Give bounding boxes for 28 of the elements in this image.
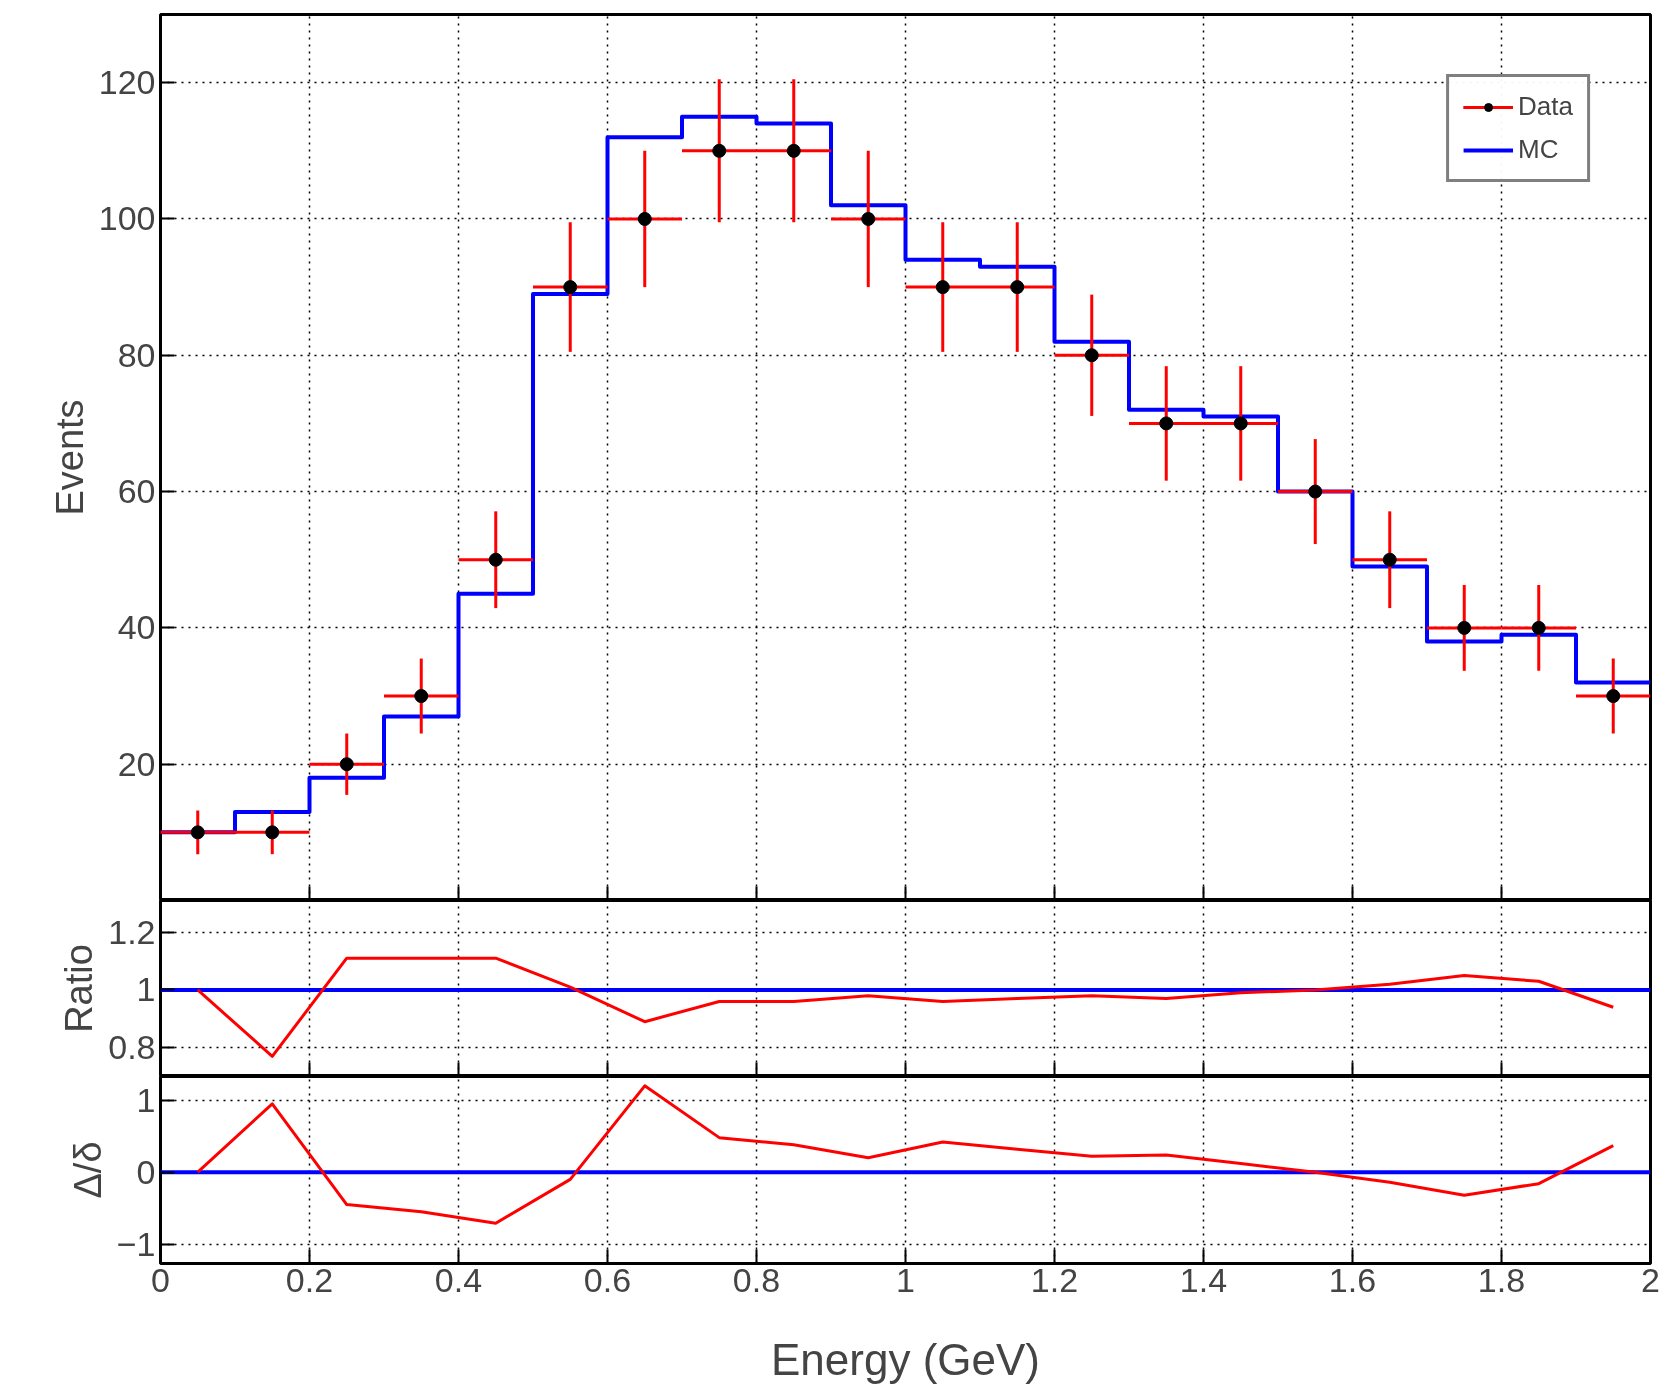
x-tick-label: 0.4 [434,1260,483,1299]
legend-label: MC [1518,134,1559,165]
y-tick-label: 0 [136,1152,156,1191]
y-tick-label: 60 [117,472,156,511]
x-tick-label: 1.6 [1328,1260,1377,1299]
y-tick-label: 40 [117,608,156,647]
y-tick-label: 0.8 [108,1028,156,1067]
x-tick-label: 0.6 [583,1260,632,1299]
y-tick-label: −1 [116,1224,156,1263]
y-axis-title: Ratio [58,944,101,1033]
x-axis-title: Energy (GeV) [771,1334,1040,1384]
y-axis-title: Events [48,399,91,516]
y-tick-label: 20 [117,744,156,783]
y-tick-label: 1.2 [108,912,156,951]
y-tick-label: 120 [98,63,156,102]
y-tick-label: 80 [117,335,156,374]
y-tick-label: 1 [136,1080,156,1119]
x-tick-label: 0.2 [285,1260,334,1299]
legend-label: Data [1518,91,1573,122]
y-tick-label: 1 [136,970,156,1009]
y-axis-title: Δ/δ [66,1141,109,1199]
x-tick-label: 0.8 [732,1260,781,1299]
x-tick-label: 1.8 [1477,1260,1526,1299]
x-tick-label: 1 [896,1260,915,1299]
x-tick-label: 1.4 [1179,1260,1228,1299]
x-tick-label: 2 [1641,1260,1660,1299]
y-tick-label: 100 [98,199,156,238]
x-tick-label: 1.2 [1030,1260,1079,1299]
